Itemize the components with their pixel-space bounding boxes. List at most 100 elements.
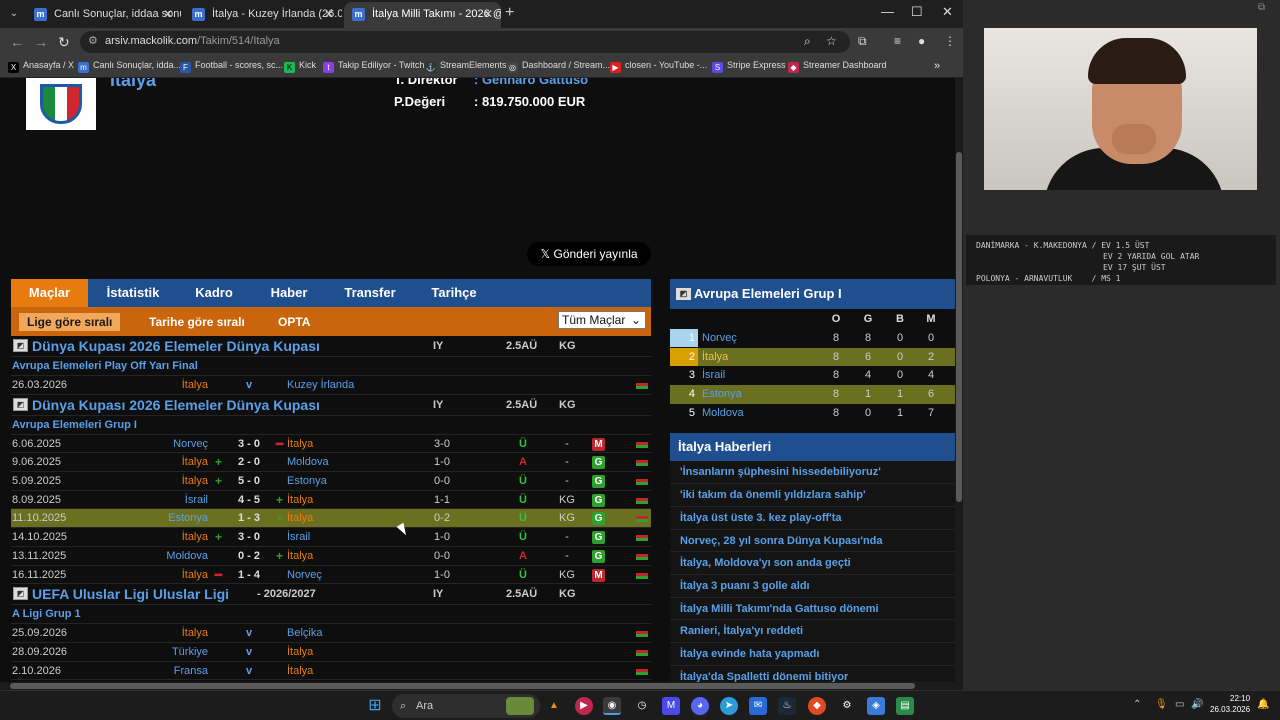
menu-icon[interactable]: ⋮ [944,34,956,48]
match-row[interactable]: 9.06.2025 İtalya + 2 - 0 Moldova 1-0 A -… [11,453,651,473]
tab-istatistik[interactable]: İstatistik [106,285,160,300]
standing-team[interactable]: İtalya [702,350,729,363]
profile-icon[interactable]: ● [918,34,926,48]
tab-kadro[interactable]: Kadro [195,285,233,300]
sort-by-league-tab[interactable]: Lige göre sıralı [19,313,121,331]
forward-icon[interactable]: → [34,34,48,50]
tab-canli-sonuclar[interactable]: m Canlı Sonuçlar, iddaa sonuçları ✕ [26,2,181,28]
away-team[interactable]: Belçika [287,627,323,640]
match-score[interactable]: 3 - 0 [237,437,260,450]
tab-tarihce[interactable]: Tarihçe [431,285,477,300]
brave-icon[interactable]: ◆ [808,697,826,715]
news-item[interactable]: 'iki takım da önemli yıldızlara sahip' [670,484,955,507]
tab-italya-milli-takimi[interactable]: m İtalya Milli Takımı - 2026 @ Ma ✕ [344,2,501,28]
discord-icon[interactable]: ◕ [691,697,709,715]
tab-haber[interactable]: Haber [270,285,308,300]
horizontal-scrollbar[interactable] [0,682,963,690]
home-team[interactable]: İtalya [181,456,208,469]
vertical-scrollbar[interactable] [955,78,963,682]
close-tab-icon[interactable]: ✕ [162,7,173,21]
zoom-icon[interactable]: ⌕ [804,34,811,48]
group-title[interactable]: Avrupa Elemeleri Grup I [12,418,137,431]
match-score[interactable]: 1 - 4 [237,568,260,581]
home-team[interactable]: İtalya [181,531,208,544]
system-clock[interactable]: 22:10 26.03.2026 [1210,693,1250,715]
home-team[interactable]: Estonya [168,512,208,525]
group-title[interactable]: Avrupa Elemeleri Play Off Yarı Final [12,360,198,372]
vlc-icon[interactable]: ▲ [549,700,559,711]
match-row[interactable]: 5.09.2025 İtalya + 5 - 0 Estonya 0-0 Ü -… [11,472,651,491]
extensions-icon[interactable]: ⧉ [858,34,867,48]
away-team[interactable]: Moldova [287,456,329,469]
competition-title[interactable]: UEFA Uluslar Ligi Uluslar Ligi [32,586,230,603]
home-team[interactable]: İsrail [184,493,208,506]
bookmark-item[interactable]: ◆ Streamer Dashboard [788,60,887,73]
standing-team[interactable]: Estonya [702,388,742,401]
clock-app-icon[interactable]: ◷ [637,700,647,711]
match-row[interactable]: 25.09.2026 İtalya v Belçika [11,624,651,643]
standings-row[interactable]: 3 İsrail 8 4 0 4 [670,366,955,385]
close-tab-icon[interactable]: ✕ [482,7,493,21]
away-team[interactable]: İtalya [287,512,314,525]
taskbar-search[interactable]: ⌕ Ara [392,694,540,718]
group-title[interactable]: A Ligi Grup 1 [12,608,81,621]
scrollbar-thumb[interactable] [10,683,915,689]
bookmark-item[interactable]: X Anasayfa / X [8,60,74,73]
media-control-icon[interactable]: ≡ [894,34,902,48]
tab-italya-kuzey-irlanda[interactable]: m İtalya - Kuzey İrlanda (26.03.2026 ✕ [184,2,342,28]
match-score[interactable]: 2 - 0 [237,456,260,469]
app-icon[interactable]: ◈ [867,697,885,715]
match-row[interactable]: 2.10.2026 Fransa v İtalya [11,662,651,681]
away-team[interactable]: Kuzey İrlanda [287,379,355,391]
windows-start-icon[interactable]: ⊞ [368,697,382,714]
news-item[interactable]: İtalya'da Spalletti dönemi bitiyor [670,665,955,682]
match-row[interactable]: 8.09.2025 İsrail 4 - 5 + İtalya 1-1 Ü KG… [11,491,651,510]
bookmark-item[interactable]: S Stripe Express [712,60,786,73]
standings-row[interactable]: 1 Norveç 8 8 0 0 [670,329,955,348]
match-row-highlighted[interactable]: 11.10.2025 Estonya 1 - 3 + İtalya 0-2 Ü … [11,509,651,529]
bookmark-item[interactable]: m Canlı Sonuçlar, idda... [78,60,181,73]
mail-icon[interactable]: ✉ [749,697,767,715]
match-row[interactable]: 13.11.2025 Moldova 0 - 2 + İtalya 0-0 A … [11,547,651,566]
notification-icon[interactable]: 🔔 [1257,699,1270,710]
home-team[interactable]: İtalya [181,627,208,640]
popout-icon[interactable]: ⧉ [1258,2,1266,13]
reload-icon[interactable]: ↻ [58,34,70,50]
match-row[interactable]: 26.03.2026 İtalya v Kuzey İrlanda [11,376,651,395]
address-bar[interactable]: ⚙ arsiv.mackolik.com/Takim/514/Italya ⌕ … [80,31,850,53]
home-team[interactable]: İtalya [181,568,208,581]
news-item[interactable]: İtalya Milli Takımı'nda Gattuso dönemi [670,597,955,621]
competition-title[interactable]: Dünya Kupası 2026 Elemeler Dünya Kupası [32,396,320,413]
m-app-icon[interactable]: M [662,697,680,715]
home-team[interactable]: Fransa [173,664,208,677]
match-row[interactable]: 14.10.2025 İtalya + 3 - 0 İsrail 1-0 Ü -… [11,528,651,547]
spreadsheet-icon[interactable]: ▤ [896,697,914,715]
bookmark-item[interactable]: K Kick [284,60,316,73]
news-item[interactable]: 'İnsanların şüphesini hissedebiliyoruz' [670,461,955,485]
away-team[interactable]: Estonya [287,475,327,488]
bookmarks-overflow-icon[interactable]: » [934,60,941,72]
minimize-icon[interactable]: — [881,4,894,19]
away-team[interactable]: İtalya [287,437,314,450]
bookmark-star-icon[interactable]: ☆ [826,34,837,48]
telegram-icon[interactable]: ➤ [720,697,738,715]
bookmark-item[interactable]: t Takip Ediliyor - Twitch [323,60,424,73]
tab-transfer[interactable]: Transfer [344,285,396,300]
match-score[interactable]: 4 - 5 [237,493,260,506]
competition-title[interactable]: Dünya Kupası 2026 Elemeler Dünya Kupası [32,338,320,354]
sort-by-date-tab[interactable]: Tarihe göre sıralı [149,315,245,329]
steam-icon[interactable]: ♨ [778,697,796,715]
home-team[interactable]: Türkiye [171,645,208,658]
match-row[interactable]: 28.09.2026 Türkiye v İtalya [11,643,651,662]
home-team[interactable]: İtalya [181,379,208,391]
maximize-icon[interactable]: ☐ [911,4,923,19]
match-score[interactable]: 3 - 0 [237,531,260,544]
tray-chevron-up-icon[interactable]: ⌃ [1133,699,1142,710]
network-icon[interactable]: ▭ [1175,699,1185,710]
match-row[interactable]: 6.06.2025 Norveç 3 - 0 ━ İtalya 3-0 Ü - … [11,435,651,454]
close-tab-icon[interactable]: ✕ [323,7,334,21]
away-team[interactable]: Norveç [287,568,322,581]
volume-icon[interactable]: 🔊 [1191,699,1204,710]
close-window-icon[interactable]: ✕ [942,4,953,19]
away-team[interactable]: İtalya [287,645,314,658]
